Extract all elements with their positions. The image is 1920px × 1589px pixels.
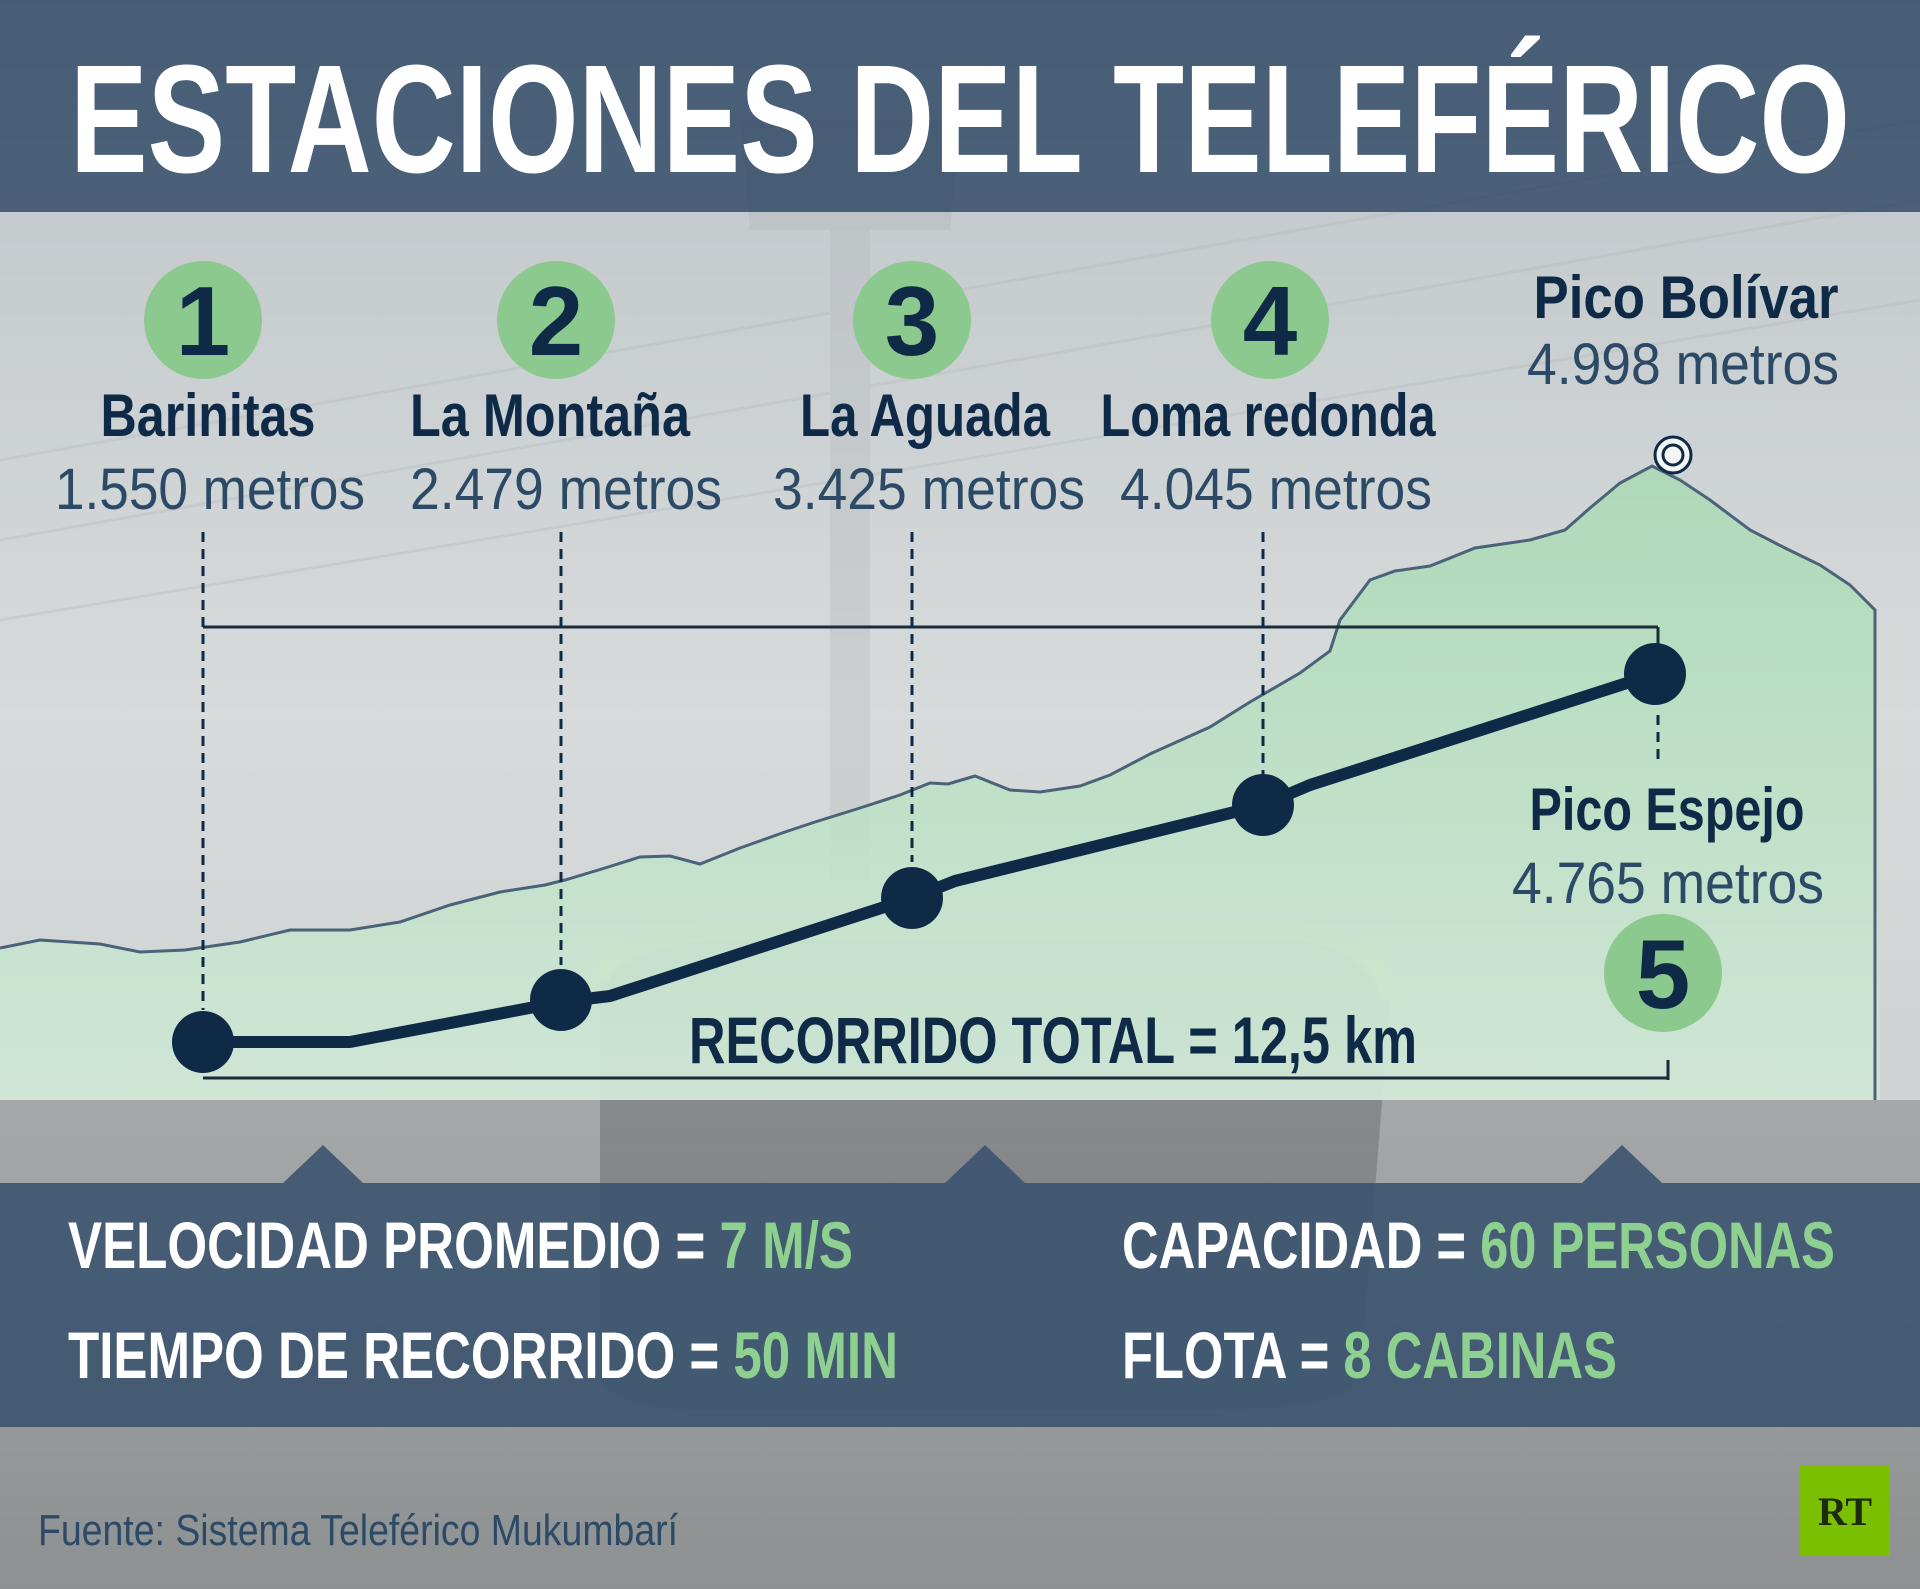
mountain-silhouette [0,466,1880,1100]
station-name-1: Barinitas [101,382,316,449]
svg-text:5: 5 [1636,919,1691,1029]
station-elevation-2: 2.479 metros [410,457,722,522]
peak-name: Pico Bolívar [1534,264,1839,331]
station-name-5: Pico Espejo [1530,776,1805,843]
station-badge-3: 3 [853,261,971,379]
station-dot-1 [172,1011,234,1073]
total-route-label: RECORRIDO TOTAL = 12,5 km [689,1003,1417,1077]
peak-elevation: 4.998 metros [1527,332,1839,397]
station-name-2: La Montaña [410,382,691,449]
station-dot-2 [530,969,592,1031]
svg-text:RT: RT [1818,1489,1872,1534]
stat-speed: VELOCIDAD PROMEDIO = 7 M/S [68,1208,853,1282]
svg-text:2: 2 [529,266,584,376]
station-badge-5: 5 [1604,914,1722,1032]
station-elevation-3: 3.425 metros [773,457,1085,522]
pointer-right [1582,1145,1662,1183]
pointer-middle [945,1145,1025,1183]
rt-logo: RT [1800,1466,1890,1556]
station-dot-3 [881,867,943,929]
station-badge-2: 2 [497,261,615,379]
header-band [0,0,1920,212]
stats-band [0,1183,1920,1427]
svg-text:1: 1 [176,266,231,376]
stat-travel-time: TIEMPO DE RECORRIDO = 50 MIN [68,1318,898,1392]
mountain-outline [0,464,1877,1100]
station-dot-4 [1232,774,1294,836]
station-badge-4: 4 [1211,261,1329,379]
station-dot-5 [1624,643,1686,705]
page-title: ESTACIONES DEL TELEFÉRICO [70,33,1850,205]
pointer-left [283,1145,363,1183]
source-note: Fuente: Sistema Teleférico Mukumbarí [38,1506,679,1555]
station-elevation-1: 1.550 metros [55,457,365,522]
station-name-3: La Aguada [800,382,1051,449]
svg-text:3: 3 [885,266,940,376]
stat-fleet: FLOTA = 8 CABINAS [1122,1318,1617,1392]
svg-text:4: 4 [1243,266,1298,376]
stat-capacity: CAPACIDAD = 60 PERSONAS [1122,1208,1835,1282]
station-name-4: Loma redonda [1101,382,1437,449]
station-dashed-lines [201,532,1660,1010]
station-badge-1: 1 [144,261,262,379]
station-elevation-5: 4.765 metros [1512,851,1824,916]
peak-marker-icon [1653,435,1693,475]
station-elevation-4: 4.045 metros [1120,457,1432,522]
